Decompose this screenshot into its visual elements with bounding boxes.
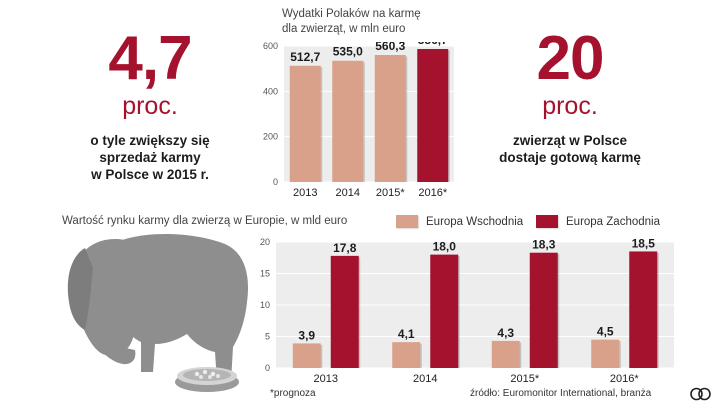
bar bbox=[374, 54, 406, 182]
y-tick-label: 10 bbox=[260, 300, 270, 310]
x-tick-label: 2015* bbox=[376, 187, 405, 199]
footnote: *prognoza bbox=[270, 388, 316, 399]
x-tick-label: 2013 bbox=[293, 187, 317, 199]
bar bbox=[529, 252, 558, 368]
bar-value-label: 17,8 bbox=[333, 241, 357, 255]
right-stat-unit: proc. bbox=[542, 92, 598, 120]
top-chart-title: Wydatki Polaków na karmę dla zwierząt, w… bbox=[282, 7, 482, 37]
y-tick-label: 400 bbox=[263, 86, 278, 96]
y-tick-label: 20 bbox=[260, 237, 270, 247]
bar bbox=[332, 60, 364, 182]
bottom-chart: 0 5 10 15 20 3,9 17,8 2013 4,1 18,0 2014 4,3 18,3 201… bbox=[260, 236, 674, 385]
legend-item-east: Europa Wschodnia bbox=[396, 215, 523, 228]
x-tick-label: 2014 bbox=[413, 373, 437, 385]
bar bbox=[292, 343, 321, 368]
right-stat-line: zwierząt w Polsce bbox=[512, 133, 628, 148]
bar bbox=[392, 342, 421, 368]
left-stat-unit: proc. bbox=[122, 92, 178, 120]
x-tick-label: 2016* bbox=[418, 187, 447, 199]
y-tick-label: 200 bbox=[263, 132, 278, 142]
left-stat-line: sprzedaż karmy bbox=[99, 150, 201, 165]
cp-logo bbox=[690, 387, 711, 401]
bar-value-label: 3,9 bbox=[298, 328, 315, 342]
bar-value-label: 18,0 bbox=[433, 240, 457, 254]
bar bbox=[629, 251, 658, 368]
legend-swatch-west bbox=[536, 215, 558, 228]
legend-swatch-east bbox=[396, 215, 418, 228]
right-stat-value: 20 bbox=[536, 24, 605, 93]
bar-value-label: 586,7 bbox=[418, 42, 448, 47]
bar-value-label: 4,3 bbox=[497, 326, 514, 340]
top-chart-title-line: dla zwierząt, w mln euro bbox=[282, 23, 406, 35]
bar bbox=[330, 255, 359, 368]
y-tick-label: 5 bbox=[265, 332, 270, 342]
left-stat-value: 4,7 bbox=[108, 24, 192, 93]
dog-icon bbox=[67, 233, 249, 382]
legend-label-east: Europa Wschodnia bbox=[426, 215, 524, 228]
bowl-icon bbox=[175, 367, 239, 392]
y-tick-label: 0 bbox=[265, 363, 270, 373]
legend-item-west: Europa Zachodnia bbox=[536, 215, 660, 228]
left-stat-line: o tyle zwiększy się bbox=[90, 133, 210, 148]
x-tick-label: 2015* bbox=[510, 373, 539, 385]
bar-value-label: 535,0 bbox=[333, 45, 363, 59]
left-stat-description: o tyle zwiększy się sprzedaż karmy w Pol… bbox=[60, 132, 240, 183]
left-stat-line: w Polsce w 2015 r. bbox=[91, 167, 209, 182]
bar-value-label: 4,1 bbox=[398, 327, 415, 341]
bar bbox=[591, 339, 620, 368]
x-tick-label: 2013 bbox=[314, 373, 338, 385]
dog-illustration bbox=[67, 233, 249, 392]
y-tick-label: 15 bbox=[260, 269, 270, 279]
bar-value-label: 512,7 bbox=[290, 50, 320, 64]
bar bbox=[430, 254, 459, 368]
top-chart: 0 200 400 600 512,7 2013 535,0 2014 560,3 2015* 58… bbox=[263, 42, 454, 199]
bar-value-label: 18,3 bbox=[532, 238, 556, 252]
legend-label-west: Europa Zachodnia bbox=[566, 215, 660, 228]
right-stat-line: dostaje gotową karmę bbox=[499, 150, 641, 165]
top-chart-title-line: Wydatki Polaków na karmę bbox=[282, 8, 421, 20]
bar-value-label: 560,3 bbox=[375, 42, 405, 53]
source-note: źródło: Euromonitor International, branż… bbox=[470, 388, 652, 399]
bar-value-label: 18,5 bbox=[632, 236, 656, 250]
y-tick-label: 0 bbox=[273, 177, 278, 187]
bottom-chart-title: Wartość rynku karmy dla zwierzą w Europi… bbox=[62, 215, 348, 227]
right-stat-description: zwierząt w Polsce dostaje gotową karmę bbox=[470, 132, 670, 166]
x-tick-label: 2016* bbox=[610, 373, 639, 385]
y-tick-label: 600 bbox=[263, 42, 278, 51]
bar bbox=[417, 49, 449, 183]
bar-value-label: 4,5 bbox=[597, 325, 614, 339]
x-tick-label: 2014 bbox=[336, 187, 360, 199]
bar bbox=[289, 65, 321, 182]
bar bbox=[491, 340, 520, 368]
